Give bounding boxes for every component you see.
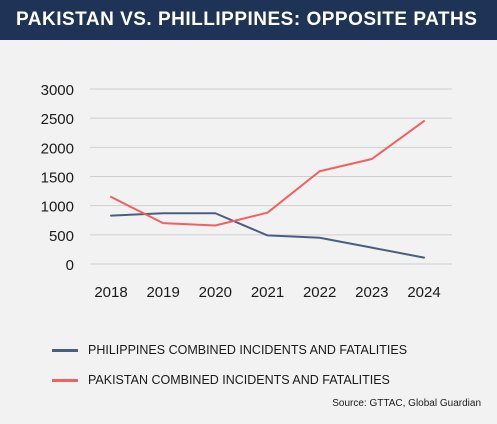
legend-label-philippines: PHILIPPINES COMBINED INCIDENTS AND FATAL…	[88, 343, 408, 357]
x-tick-label: 2024	[407, 284, 440, 301]
y-tick-label: 1000	[41, 199, 74, 216]
x-tick-label: 2023	[355, 284, 388, 301]
y-tick-label: 0	[66, 257, 74, 274]
chart-title: PAKISTAN VS. PHILLIPPINES: OPPOSITE PATH…	[16, 9, 478, 30]
header-bar: PAKISTAN VS. PHILLIPPINES: OPPOSITE PATH…	[0, 0, 497, 40]
y-tick-label: 3000	[41, 82, 74, 99]
x-tick-label: 2019	[146, 284, 179, 301]
legend-item-pakistan: PAKISTAN COMBINED INCIDENTS AND FATALITI…	[52, 371, 390, 389]
y-tick-label: 1500	[41, 170, 74, 187]
series-line-philippines	[110, 212, 425, 259]
source-note: Source: GTTAC, Global Guardian	[332, 398, 481, 409]
legend-item-philippines: PHILIPPINES COMBINED INCIDENTS AND FATAL…	[52, 341, 407, 359]
y-tick-label: 2000	[41, 140, 74, 157]
legend-label-pakistan: PAKISTAN COMBINED INCIDENTS AND FATALITI…	[88, 373, 390, 387]
x-tick-label: 2018	[94, 284, 127, 301]
x-tick-label: 2020	[199, 284, 232, 301]
x-tick-label: 2022	[303, 284, 336, 301]
legend-swatch-pakistan	[52, 378, 78, 382]
y-tick-label: 500	[49, 228, 74, 245]
x-tick-label: 2021	[251, 284, 284, 301]
y-tick-label: 2500	[41, 111, 74, 128]
series-line-pakistan	[110, 120, 425, 227]
legend-swatch-philippines	[52, 348, 78, 352]
line-chart: 0 500 1000 1500 2000 2500 3000 2018 2019 2020 202…	[41, 82, 452, 301]
